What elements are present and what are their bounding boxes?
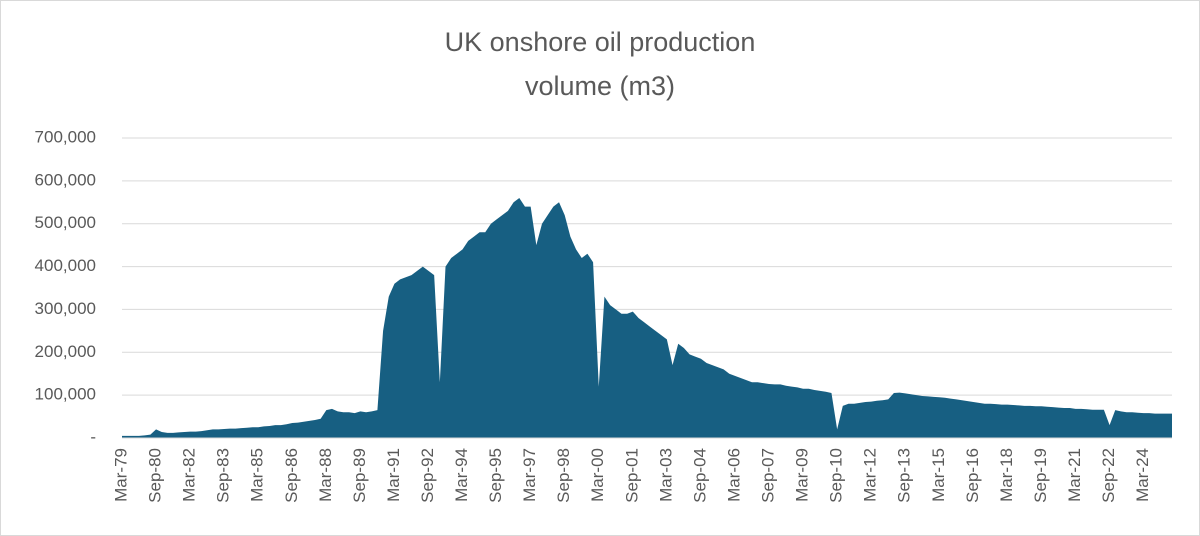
x-tick-label: Mar-18 (997, 448, 1016, 502)
x-tick-label: Sep-13 (895, 448, 914, 503)
x-tick-label: Mar-85 (248, 448, 267, 502)
x-tick-label: Sep-83 (214, 448, 233, 503)
x-tick-label: Sep-04 (690, 448, 709, 503)
x-tick-label: Sep-10 (827, 448, 846, 503)
x-tick-label: Sep-98 (554, 448, 573, 503)
x-tick-label: Sep-89 (350, 448, 369, 503)
x-tick-label: Mar-97 (520, 448, 539, 502)
y-tick-label: - (90, 427, 96, 446)
chart-title: volume (m3) (525, 71, 675, 101)
x-tick-label: Sep-92 (418, 448, 437, 503)
x-tick-label: Mar-15 (929, 448, 948, 502)
x-tick-label: Mar-88 (316, 448, 335, 502)
x-tick-label: Sep-07 (759, 448, 778, 503)
x-tick-label: Sep-86 (282, 448, 301, 503)
x-tick-label: Sep-80 (146, 448, 165, 503)
x-tick-label: Mar-09 (793, 448, 812, 502)
y-tick-label: 200,000 (35, 342, 96, 361)
x-tick-label: Sep-95 (486, 448, 505, 503)
x-tick-label: Mar-24 (1133, 448, 1152, 502)
x-tick-label: Mar-82 (180, 448, 199, 502)
y-tick-label: 400,000 (35, 256, 96, 275)
y-tick-label: 500,000 (35, 213, 96, 232)
x-tick-label: Mar-06 (724, 448, 743, 502)
x-tick-label: Sep-22 (1099, 448, 1118, 503)
chart-title: UK onshore oil production (445, 27, 756, 57)
x-tick-label: Sep-16 (963, 448, 982, 503)
x-tick-label: Mar-94 (452, 448, 471, 502)
x-tick-label: Sep-19 (1031, 448, 1050, 503)
area (122, 198, 1172, 438)
y-tick-label: 300,000 (35, 299, 96, 318)
x-tick-label: Mar-00 (588, 448, 607, 502)
x-tick-label: Mar-12 (861, 448, 880, 502)
y-tick-label: 100,000 (35, 385, 96, 404)
y-tick-label: 700,000 (35, 127, 96, 146)
x-tick-label: Mar-21 (1065, 448, 1084, 502)
x-tick-label: Mar-91 (384, 448, 403, 502)
y-tick-label: 600,000 (35, 170, 96, 189)
x-tick-label: Mar-79 (111, 448, 130, 502)
x-tick-label: Sep-01 (622, 448, 641, 503)
x-tick-label: Mar-03 (656, 448, 675, 502)
